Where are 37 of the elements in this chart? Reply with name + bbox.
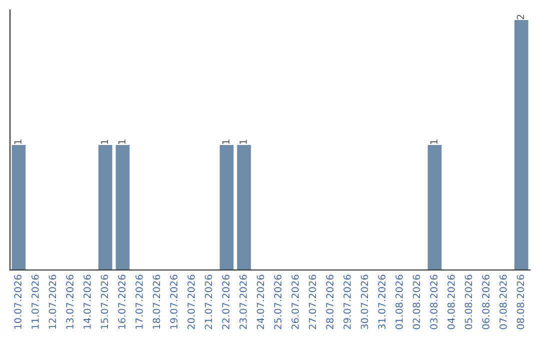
x-tick-label: 06.08.2026 xyxy=(482,274,490,330)
x-tick-label: 20.07.2026 xyxy=(187,274,195,330)
x-tick-label: 11.07.2026 xyxy=(31,274,39,329)
x-tick-label: 29.07.2026 xyxy=(343,274,351,330)
x-tick-label: 27.07.2026 xyxy=(308,274,316,330)
x-tick-label: 17.07.2026 xyxy=(135,274,143,329)
x-tick-label: 31.07.2026 xyxy=(378,274,386,330)
x-tick-label: 02.08.2026 xyxy=(412,274,420,330)
x-tick-label: 14.07.2026 xyxy=(83,274,91,329)
x-tick-label: 13.07.2026 xyxy=(66,274,74,329)
x-tick-label: 25.07.2026 xyxy=(274,274,282,330)
x-tick-label: 08.08.2026 xyxy=(516,274,524,330)
x-tick-label: 10.07.2026 xyxy=(14,274,22,329)
x-tick-label: 15.07.2026 xyxy=(100,274,108,329)
x-tick-label: 30.07.2026 xyxy=(360,274,368,330)
x-tick-label: 28.07.2026 xyxy=(326,274,334,330)
x-tick-label: 01.08.2026 xyxy=(395,274,403,330)
x-tick-label: 03.08.2026 xyxy=(430,274,438,330)
x-tick-label: 05.08.2026 xyxy=(464,274,472,330)
x-tick-label: 23.07.2026 xyxy=(239,274,247,330)
x-tick-label: 22.07.2026 xyxy=(222,274,230,330)
x-tick-label: 04.08.2026 xyxy=(447,274,455,330)
x-tick-label: 18.07.2026 xyxy=(152,274,160,329)
data-label: 1 xyxy=(14,140,22,144)
x-tick-label: 21.07.2026 xyxy=(204,274,212,330)
x-tick-label: 12.07.2026 xyxy=(48,274,56,329)
x-tick-label: 26.07.2026 xyxy=(291,274,299,330)
x-tick-label: 19.07.2026 xyxy=(170,274,178,329)
data-label: 1 xyxy=(222,140,230,144)
data-label: 1 xyxy=(100,140,108,144)
data-label: 1 xyxy=(240,140,247,144)
x-tick-label: 24.07.2026 xyxy=(256,274,264,330)
data-label: 1 xyxy=(118,140,126,144)
data-label: 1 xyxy=(430,140,438,144)
data-label: 2 xyxy=(516,14,524,20)
x-tick-label: 07.08.2026 xyxy=(499,274,507,330)
x-tick-label: 16.07.2026 xyxy=(118,274,126,329)
